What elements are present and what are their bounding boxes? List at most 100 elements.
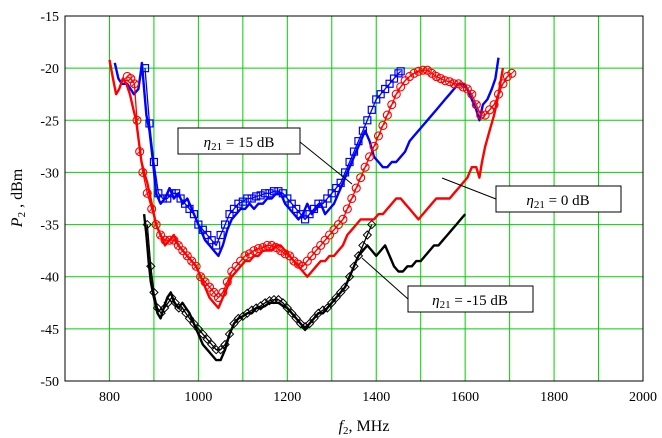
- data-point: [323, 194, 332, 203]
- data-point: [369, 141, 379, 151]
- data-point: [358, 240, 368, 251]
- data-point: [349, 261, 359, 271]
- data-point: [189, 210, 199, 219]
- data-point: [445, 77, 455, 87]
- data-point: [302, 256, 312, 266]
- data-point: [349, 147, 359, 156]
- data-point: [363, 116, 372, 125]
- y-tick-label: -35: [40, 219, 59, 234]
- data-point: [309, 313, 319, 324]
- tick-labels: 800 1000 1200 1400 1600 1800 2000 -15 -20 -25 -30 -…: [40, 10, 657, 405]
- y-tick-label: -45: [40, 323, 59, 338]
- data-point: [340, 282, 350, 292]
- data-point: [351, 183, 361, 193]
- data-point: [146, 261, 156, 271]
- data-point: [307, 251, 317, 261]
- data-point: [156, 308, 166, 318]
- data-point: [149, 287, 159, 298]
- data-point: [240, 251, 250, 261]
- data-point: [220, 339, 230, 350]
- data-point: [198, 329, 208, 339]
- data-point: [431, 71, 441, 82]
- data-point: [344, 272, 355, 282]
- data-point: [287, 199, 296, 208]
- data-point: [180, 199, 190, 208]
- data-point: [296, 210, 305, 219]
- data-point: [145, 119, 154, 128]
- data-point: [353, 251, 364, 261]
- data-point: [167, 292, 177, 303]
- data-point: [156, 230, 166, 240]
- annotation-leader-15db: [299, 141, 353, 185]
- data-point: [335, 287, 346, 298]
- x-axis-label: f2, MHz: [339, 418, 390, 437]
- data-point: [485, 105, 495, 115]
- data-point: [227, 266, 237, 277]
- data-point: [149, 157, 159, 167]
- annotation-0db: η21 = 0 dB: [526, 193, 589, 211]
- x-tick-label: 2000: [629, 390, 657, 405]
- data-point: [269, 187, 279, 196]
- data-point: [471, 100, 481, 110]
- data-point: [147, 204, 157, 214]
- data-point: [314, 199, 323, 208]
- x-tick-label: 1600: [451, 390, 479, 405]
- data-point: [320, 235, 330, 245]
- data-point: [327, 298, 337, 308]
- annotation-m15db: η21 = -15 dB: [432, 293, 508, 311]
- data-point: [389, 74, 399, 83]
- data-point: [209, 287, 219, 297]
- data-point: [196, 272, 206, 282]
- data-point: [273, 294, 284, 305]
- data-point: [142, 188, 152, 198]
- data-point: [362, 230, 373, 240]
- data-point: [251, 303, 261, 313]
- data-point: [493, 89, 504, 99]
- data-point: [265, 189, 274, 198]
- data-point: [258, 242, 268, 253]
- data-point: [378, 120, 388, 131]
- data-point: [224, 329, 235, 339]
- data-point: [178, 246, 188, 256]
- annotation-box-m15db: [407, 285, 534, 313]
- data-point: [231, 261, 241, 271]
- data-point: [167, 189, 176, 198]
- data-point: [507, 68, 517, 78]
- data-point: [304, 318, 315, 329]
- data-point: [152, 303, 163, 313]
- annotations: η21 = 15 dB η21 = 0 dB η21 = -15 dB: [177, 127, 622, 313]
- data-point: [187, 256, 197, 266]
- data-point: [220, 220, 230, 229]
- annotation-leader-0db: [441, 177, 497, 200]
- y-tick-label: -20: [40, 62, 59, 77]
- data-point: [462, 84, 472, 94]
- data-point: [376, 90, 385, 99]
- data-point: [309, 204, 319, 214]
- data-point: [358, 126, 367, 135]
- data-point: [332, 183, 341, 193]
- y-tick-label: -15: [40, 10, 59, 25]
- data-point: [327, 189, 336, 198]
- data-point: [391, 89, 401, 99]
- data-point: [291, 313, 301, 324]
- data-point: [360, 162, 370, 172]
- data-point: [177, 303, 188, 313]
- data-point: [194, 220, 203, 229]
- data-point: [233, 313, 244, 324]
- data-point: [316, 240, 326, 250]
- y-tick-label: -50: [40, 375, 59, 390]
- data-point: [140, 64, 150, 73]
- data-point: [172, 189, 181, 198]
- data-point: [278, 298, 288, 308]
- data-point: [159, 303, 170, 313]
- data-point: [189, 318, 199, 329]
- annotation-box-15db: [177, 127, 301, 155]
- data-point: [135, 147, 145, 157]
- data-point: [282, 303, 293, 313]
- data-point: [204, 282, 215, 292]
- data-point: [213, 293, 223, 303]
- data-point: [185, 204, 194, 214]
- data-point: [247, 305, 257, 315]
- data-point: [267, 240, 277, 250]
